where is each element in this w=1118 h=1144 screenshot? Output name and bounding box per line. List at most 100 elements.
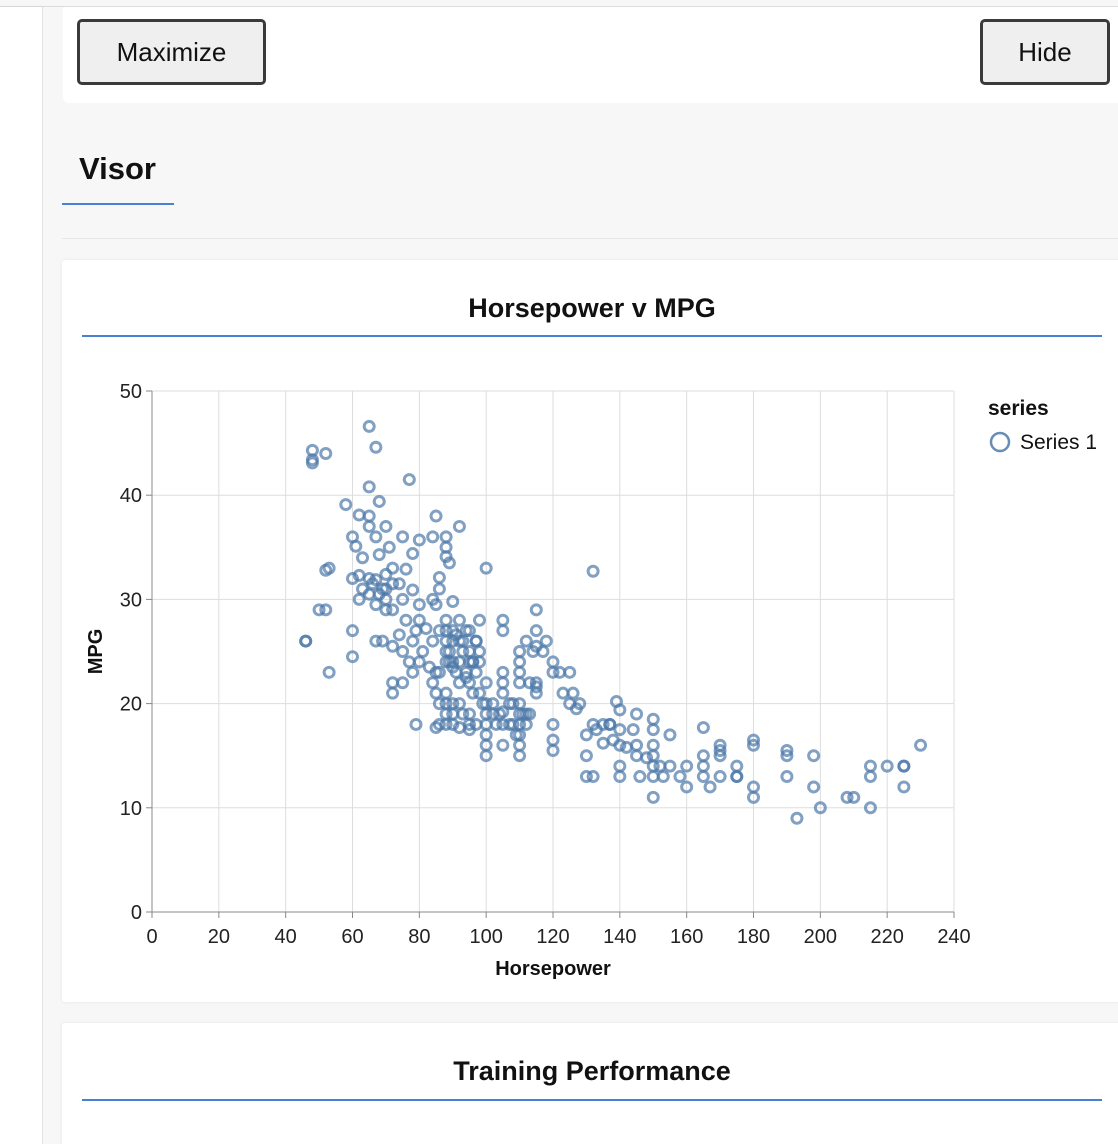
scatter-point	[429, 598, 443, 612]
scatter-point	[379, 567, 393, 581]
scatter-point	[713, 749, 727, 763]
scatter-point	[747, 733, 760, 747]
scatter-point	[630, 749, 644, 763]
scatter-point	[603, 717, 617, 731]
scatter-point	[646, 790, 660, 804]
tab-visor[interactable]: Visor	[79, 151, 156, 186]
scatter-point	[439, 613, 453, 627]
scatter-point	[392, 577, 406, 591]
scatter-point	[406, 665, 420, 679]
scatter-point	[362, 509, 376, 523]
x-tick-label: 120	[536, 926, 569, 948]
training-card-underline	[82, 1099, 1102, 1101]
maximize-button[interactable]: Maximize	[77, 19, 266, 85]
x-tick-label: 100	[469, 926, 502, 948]
scatter-point	[486, 707, 500, 721]
scatter-point	[519, 717, 533, 731]
chart-axes: 0 20 40 60 80 100 120 140 160 180 200 220 240 0 10 20 30…	[85, 381, 971, 980]
scatter-point	[439, 686, 453, 700]
scatter-point	[496, 686, 510, 700]
scatter-point	[399, 562, 413, 576]
scatter-point	[346, 624, 359, 638]
scatter-point	[880, 759, 894, 773]
scatter-point	[322, 665, 336, 679]
scatter-point	[496, 624, 510, 638]
scatter-point	[416, 645, 430, 658]
scatter-point	[399, 613, 413, 627]
window-top-border	[0, 6, 1118, 7]
scatter-point	[369, 530, 383, 544]
scatter-point	[790, 811, 804, 825]
chart-points	[299, 419, 928, 825]
scatter-point	[432, 665, 446, 679]
y-tick-label: 10	[120, 798, 142, 820]
scatter-point	[863, 770, 877, 784]
scatter-point	[319, 447, 333, 461]
scatter-point	[696, 721, 710, 735]
scatter-card-title: Horsepower v MPG	[468, 293, 716, 323]
scatter-point	[479, 676, 493, 690]
y-axis-title: MPG	[85, 629, 107, 675]
scatter-point	[513, 676, 527, 690]
scatter-point	[646, 723, 660, 737]
x-tick-label: 200	[804, 926, 837, 948]
scatter-point	[432, 717, 446, 731]
scatter-point	[406, 583, 420, 597]
scatter-point	[476, 697, 490, 711]
scatter-point	[653, 759, 667, 773]
scatter-point	[513, 645, 527, 658]
scatter-point	[780, 770, 794, 784]
scatter-point	[349, 539, 363, 553]
scatter-point	[305, 443, 319, 457]
scatter-point	[362, 587, 376, 601]
scatter-point	[563, 665, 577, 679]
scatter-point	[459, 665, 473, 679]
scatter-point	[462, 645, 476, 658]
scatter-point	[472, 686, 486, 700]
scatter-point	[409, 717, 423, 731]
x-tick-label: 40	[275, 926, 297, 948]
hide-button[interactable]: Hide	[980, 19, 1110, 85]
scatter-point	[372, 494, 386, 508]
scatter-point	[362, 480, 376, 494]
scatter-point	[356, 551, 370, 565]
scatter-point	[673, 770, 687, 784]
scatter-point	[392, 628, 406, 642]
scatter-point	[412, 598, 426, 612]
scatter-point	[613, 723, 627, 737]
scatter-point	[432, 624, 446, 638]
scatter-point	[489, 717, 503, 731]
scatter-point	[406, 547, 420, 561]
scatter-point	[780, 743, 794, 757]
scatter-point	[419, 622, 433, 636]
scatter-point	[579, 728, 593, 742]
scatter-point	[630, 707, 644, 721]
x-tick-label: 80	[408, 926, 430, 948]
scatter-point	[573, 697, 587, 711]
scatter-point	[346, 650, 359, 664]
scatter-point	[539, 634, 553, 648]
scatter-point	[406, 634, 420, 648]
scatter-point	[546, 743, 560, 757]
scatter-point	[513, 749, 527, 763]
scatter-point	[696, 770, 710, 784]
scatter-point	[305, 456, 319, 470]
scatter-point	[513, 665, 527, 679]
scatter-point	[496, 613, 510, 627]
scatter-point	[412, 533, 426, 547]
scatter-point	[472, 613, 486, 627]
y-tick-label: 50	[120, 381, 142, 403]
scatter-point	[840, 790, 854, 804]
scatter-point	[369, 573, 383, 587]
scatter-point	[386, 577, 400, 591]
scatter-point	[386, 686, 400, 700]
visor-controls-bar: Maximize Hide	[63, 7, 1118, 103]
y-tick-label: 30	[120, 589, 142, 611]
scatter-point	[747, 790, 760, 804]
scatter-point	[446, 717, 460, 731]
scatter-point	[312, 603, 326, 617]
scatter-point	[472, 645, 486, 658]
scatter-point	[730, 759, 744, 773]
scatter-point	[630, 738, 644, 752]
x-tick-label: 160	[670, 926, 703, 948]
